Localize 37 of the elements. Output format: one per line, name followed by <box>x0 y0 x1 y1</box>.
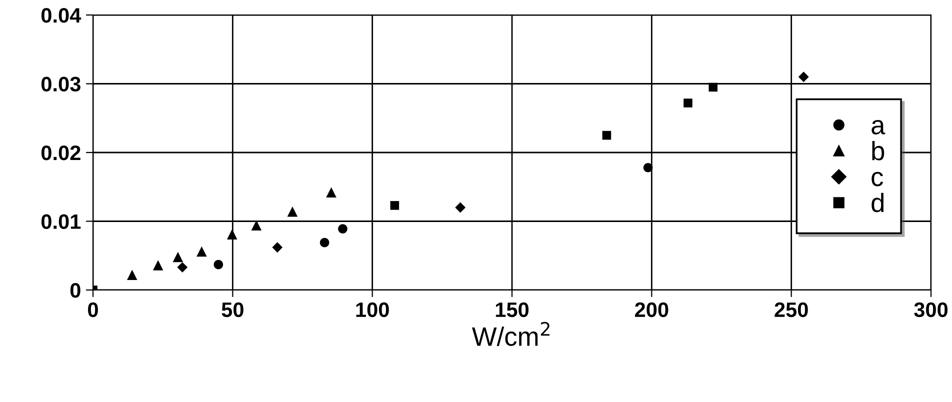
point <box>177 262 188 273</box>
y-tick-label: 0.03 <box>41 76 80 92</box>
point <box>214 260 224 270</box>
point <box>272 242 283 253</box>
point <box>196 246 207 257</box>
x-tick-label: 200 <box>635 302 668 318</box>
y-tick-label: 0.01 <box>41 214 81 230</box>
point <box>390 201 400 210</box>
y-tick-label: 0.04 <box>41 8 82 23</box>
point <box>708 82 718 92</box>
y-tick-label: 0.02 <box>41 146 80 160</box>
x-tick-label: 250 <box>774 302 808 318</box>
point <box>684 98 692 108</box>
point <box>172 252 184 262</box>
point <box>152 260 164 270</box>
point <box>226 229 238 240</box>
y-tick-label: 0 <box>70 283 80 298</box>
legend-label: c <box>872 172 884 186</box>
point <box>643 162 653 172</box>
point <box>455 202 466 213</box>
point <box>326 187 336 198</box>
x-tick-label: 0 <box>88 302 98 318</box>
legend-label: b <box>872 140 884 160</box>
point <box>287 206 298 217</box>
legend-label: d <box>872 192 884 212</box>
x-axis-title: W/cm$^{2}$ <box>472 322 550 346</box>
x-tick-label: 150 <box>496 302 529 318</box>
point <box>798 72 809 82</box>
point <box>320 238 330 248</box>
x-tick-label: 300 <box>914 302 948 318</box>
point <box>602 130 612 140</box>
point <box>126 270 138 280</box>
x-tick-label: 50 <box>222 302 244 318</box>
legend-label: a <box>872 120 886 134</box>
point <box>251 220 262 231</box>
point <box>338 224 348 234</box>
x-tick-label: 100 <box>356 302 389 318</box>
